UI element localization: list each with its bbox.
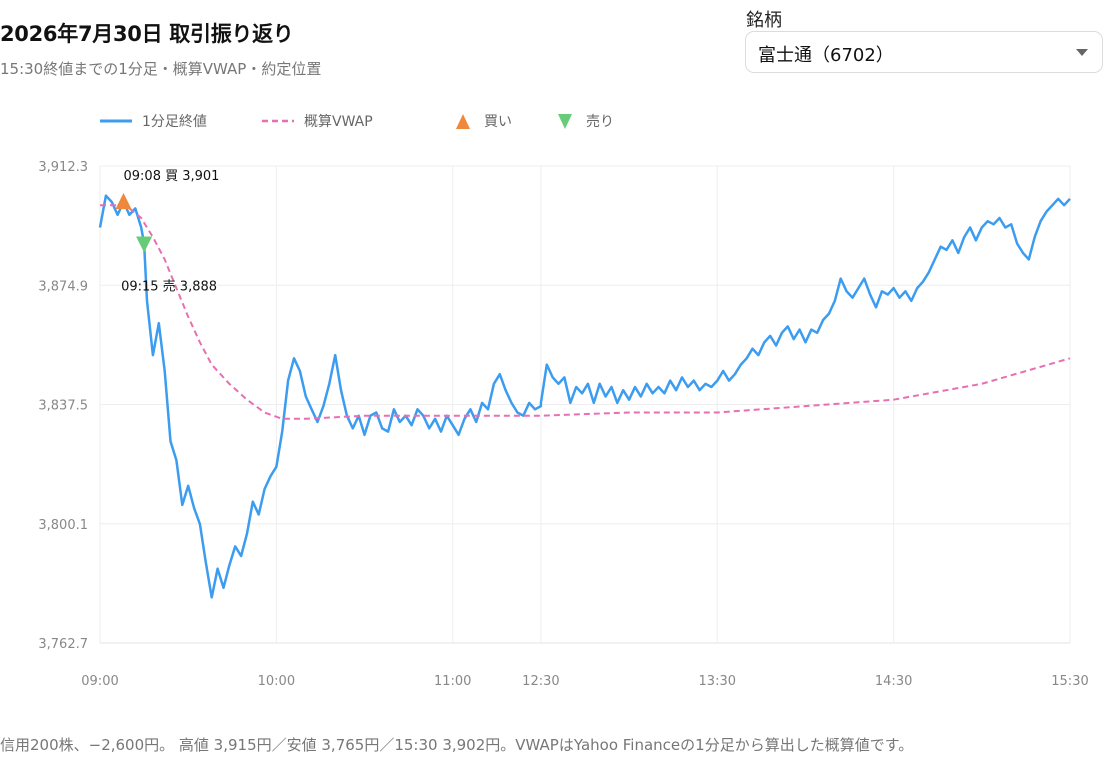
symbol-label: 銘柄 (746, 10, 782, 31)
buy-marker-triangle (115, 193, 132, 210)
legend-label: 1分足終値 (142, 114, 207, 130)
buy-marker-label: 09:08 買 3,901 (124, 169, 220, 184)
y-tick-label: 3,800.1 (38, 518, 88, 533)
page-title: 2026年7月30日 取引振り返り (0, 22, 294, 46)
chevron-down-icon (1076, 49, 1088, 56)
vwap-series-line (100, 204, 1071, 420)
price-chart: 3,912.3 3,874.9 3,837.5 3,800.1 3,762.7 09:00… (38, 114, 1089, 689)
y-tick-label: 3,762.7 (38, 637, 88, 652)
page-subtitle: 15:30終値までの1分足・概算VWAP・約定位置 (0, 60, 322, 78)
x-tick-label: 13:30 (699, 674, 736, 689)
x-tick-label: 14:30 (875, 674, 912, 689)
symbol-select[interactable]: 富士通（6702） (745, 31, 1103, 73)
sell-marker-label: 09:15 売 3,888 (121, 278, 217, 294)
y-tick-label: 3,912.3 (38, 160, 88, 175)
legend-sell-triangle-icon (558, 114, 572, 129)
legend-buy-triangle-icon (456, 114, 470, 129)
x-tick-label: 11:00 (434, 674, 471, 689)
x-tick-label: 09:00 (81, 674, 118, 689)
y-tick-label: 3,874.9 (38, 279, 88, 294)
price-series-line (98, 194, 1071, 599)
x-tick-label: 15:30 (1051, 674, 1088, 689)
symbol-select-value: 富士通（6702） (758, 45, 894, 66)
legend-label: 買い (484, 114, 512, 130)
x-tick-label: 12:30 (522, 674, 559, 689)
sell-marker-triangle (136, 236, 153, 253)
x-tick-label: 10:00 (258, 674, 295, 689)
legend-label: 売り (586, 114, 614, 130)
y-tick-label: 3,837.5 (38, 399, 88, 414)
legend-label: 概算VWAP (304, 114, 373, 130)
footnote: 信用200株、−2,600円。 高値 3,915円／安値 3,765円／15:3… (0, 736, 914, 754)
